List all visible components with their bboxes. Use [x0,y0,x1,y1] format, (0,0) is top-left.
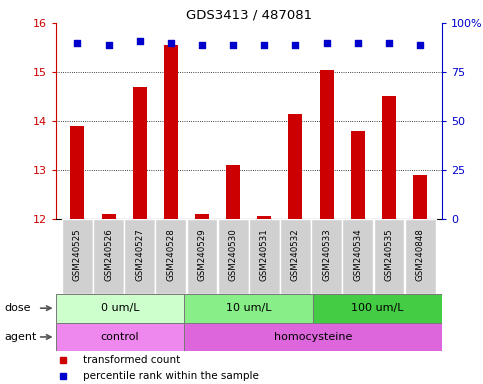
Point [167,40,175,46]
Text: GSM240533: GSM240533 [322,228,331,281]
Point [198,41,206,48]
Text: control: control [100,332,139,342]
Point [136,38,143,44]
Bar [373,219,404,294]
Text: GSM240529: GSM240529 [198,228,207,281]
Bar [124,219,155,294]
Bar [280,219,311,294]
Bar [382,96,396,219]
Bar [185,323,442,351]
Text: GSM240530: GSM240530 [228,228,238,281]
Point [73,40,81,46]
Bar [56,294,185,323]
Point [354,40,362,46]
Bar [186,219,217,294]
Bar [249,219,280,294]
Bar [257,217,271,219]
Text: 0 um/L: 0 um/L [100,303,139,313]
Bar [185,294,313,323]
Point [416,41,424,48]
Bar [101,214,115,219]
Bar [56,323,185,351]
Title: GDS3413 / 487081: GDS3413 / 487081 [185,9,312,22]
Bar [195,214,209,219]
Text: GSM240527: GSM240527 [135,228,144,281]
Text: 10 um/L: 10 um/L [226,303,271,313]
Text: 100 um/L: 100 um/L [351,303,404,313]
Bar [156,219,186,294]
Bar [413,175,427,219]
Bar [164,45,178,219]
Bar [226,165,240,219]
Text: GSM240532: GSM240532 [291,228,300,281]
Text: homocysteine: homocysteine [274,332,352,342]
Point [323,40,330,46]
Text: GSM240848: GSM240848 [416,228,425,281]
Text: GSM240525: GSM240525 [73,228,82,281]
Bar [133,87,147,219]
Bar [62,219,93,294]
Text: dose: dose [5,303,31,313]
Bar [405,219,436,294]
Point [105,41,113,48]
Text: GSM240535: GSM240535 [384,228,394,281]
Bar [218,219,249,294]
Bar [351,131,365,219]
Bar [71,126,85,219]
Text: percentile rank within the sample: percentile rank within the sample [83,371,258,381]
Bar [320,70,334,219]
Bar [93,219,124,294]
Text: GSM240531: GSM240531 [260,228,269,281]
Bar [313,294,442,323]
Bar [342,219,373,294]
Bar [311,219,342,294]
Point [385,40,393,46]
Text: GSM240534: GSM240534 [353,228,362,281]
Bar [288,114,302,219]
Point [292,41,299,48]
Text: GSM240526: GSM240526 [104,228,113,281]
Point [229,41,237,48]
Text: GSM240528: GSM240528 [166,228,175,281]
Text: transformed count: transformed count [83,356,180,366]
Text: agent: agent [5,332,37,342]
Point [260,41,268,48]
